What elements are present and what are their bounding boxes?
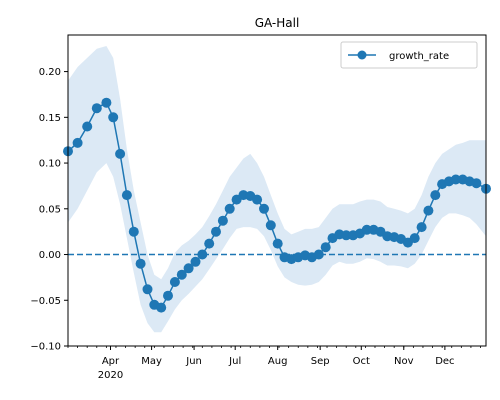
data-point	[82, 121, 93, 132]
data-point	[142, 284, 153, 295]
legend-box	[340, 41, 478, 69]
data-point	[169, 277, 180, 287]
axes: −0.10 −0.05 0.00 0.05 0.10 0.15 0.20 Apr 2020 May…	[30, 34, 487, 381]
data-point	[163, 290, 173, 301]
y-tick-label: 0.10	[39, 159, 61, 170]
data-point	[204, 238, 215, 249]
x-tick-label: Jun	[185, 356, 202, 367]
y-tick-label: 0.20	[39, 67, 61, 78]
chart-title: GA-Hall	[255, 16, 300, 30]
data-point	[135, 258, 146, 269]
y-tick-label: 0.05	[39, 204, 61, 215]
x-tick-label: Dec	[435, 356, 454, 367]
data-point	[128, 226, 139, 237]
data-point	[108, 112, 119, 123]
y-tick-label: −0.05	[30, 296, 61, 307]
plot-frame	[67, 34, 487, 347]
data-point	[471, 178, 482, 189]
data-point	[416, 222, 427, 233]
data-point	[409, 233, 420, 244]
x-tick-label: Apr	[102, 356, 120, 367]
data-point	[341, 230, 352, 241]
x-tick-label: May	[141, 356, 162, 367]
data-point	[176, 269, 187, 280]
data-point	[252, 194, 263, 205]
data-point	[423, 205, 434, 216]
data-point	[91, 103, 102, 114]
confidence-band	[68, 46, 486, 333]
plot-area	[63, 46, 491, 333]
data-point	[121, 190, 132, 201]
legend-label: growth_rate	[389, 51, 449, 62]
data-point	[450, 174, 461, 185]
data-point	[156, 302, 167, 313]
y-tick-label: −0.10	[30, 342, 61, 353]
x-tick-label: Oct	[353, 356, 370, 367]
data-point	[224, 203, 235, 214]
y-tick-label: 0.00	[39, 250, 61, 261]
x-tick-label: Aug	[268, 356, 288, 367]
x-tick-label: Sep	[311, 356, 330, 367]
data-point	[217, 215, 228, 226]
data-point	[115, 148, 126, 159]
x-tick-year-label: 2020	[98, 370, 123, 381]
data-point	[211, 226, 221, 237]
data-point	[190, 256, 201, 267]
data-point	[197, 249, 208, 260]
legend: growth_rate	[340, 41, 478, 69]
legend-marker	[357, 50, 367, 60]
data-point	[313, 249, 324, 260]
data-point	[320, 242, 331, 253]
y-tick-label: 0.15	[39, 113, 61, 124]
x-tick-label: Nov	[394, 356, 414, 367]
data-point	[259, 203, 269, 214]
x-tick-label: Jul	[228, 356, 241, 367]
data-point	[183, 263, 194, 274]
data-point	[72, 137, 83, 148]
data-point	[265, 220, 276, 231]
data-point	[272, 238, 283, 249]
data-point	[101, 97, 112, 108]
data-point	[430, 190, 441, 201]
